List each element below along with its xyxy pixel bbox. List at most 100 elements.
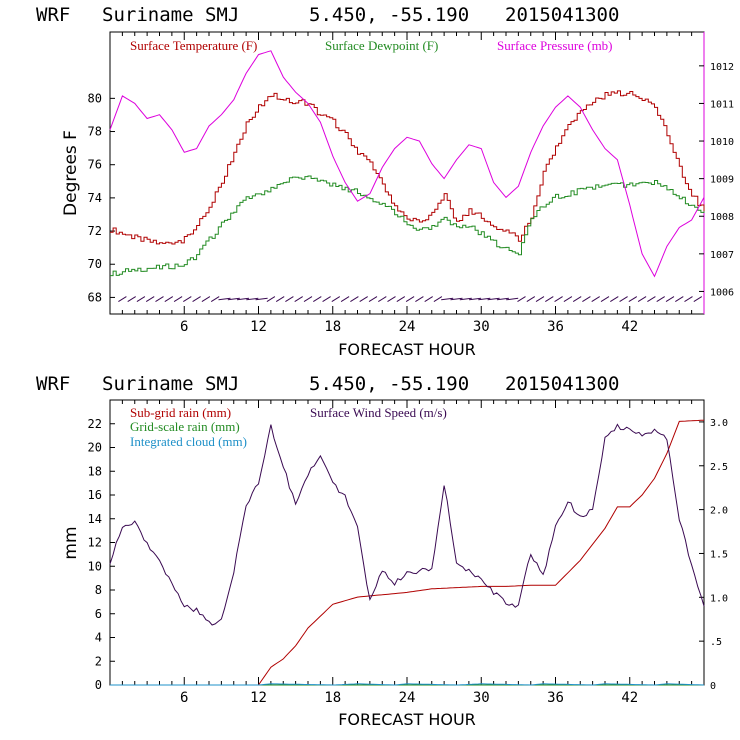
y-tick-label-0: 68 (88, 290, 102, 304)
x-tick-label-4: 30 (473, 319, 490, 335)
wind-barb-60 (675, 296, 684, 303)
y-tick-label-5: 78 (88, 125, 102, 139)
wind-barb-29 (387, 296, 396, 303)
wind-barb-30 (396, 296, 406, 303)
wind-barb-55 (628, 296, 638, 303)
p1-right-ticks: 1006 1007 1008 1009 1010 1011 1012 (699, 62, 734, 298)
wind-barb-59 (665, 296, 675, 303)
x-tick-label-0: 6 (180, 690, 188, 706)
legend-wind-speed: Surface Wind Speed (m/s) (310, 405, 447, 420)
x-tick-label-6: 42 (621, 690, 638, 706)
y2-tick-label-4: 2.0 (710, 506, 728, 517)
x-tick-label-0: 6 (180, 319, 188, 335)
wind-barb-54 (619, 296, 628, 303)
y-tick-label-10: 20 (88, 441, 102, 455)
wind-barbs (118, 296, 703, 303)
series-line-surface-pressure-mb- (109, 50, 705, 278)
p2-init: 2015041300 (505, 373, 619, 395)
legend-dewpoint: Surface Dewpoint (F) (325, 38, 438, 53)
p1-left-ticks: 68 70 72 74 76 78 80 (88, 91, 115, 304)
x-tick-label-1: 12 (250, 690, 267, 706)
wind-barb-62 (693, 296, 703, 303)
wind-barb-7 (183, 296, 192, 303)
wind-barb-47 (554, 296, 563, 303)
wind-barb-5 (164, 296, 174, 303)
legend-temperature: Surface Temperature (F) (130, 38, 257, 53)
wind-barb-52 (600, 296, 610, 303)
wind-barb-48 (563, 296, 573, 303)
wind-barb-43 (517, 296, 526, 303)
legend-gridscale-rain: Grid-scale rain (mm) (130, 419, 240, 434)
wind-barb-22 (322, 296, 331, 303)
wind-barb-3 (145, 296, 155, 303)
wind-barb-4 (155, 296, 164, 303)
wind-barb-17 (275, 296, 285, 303)
wind-barb-10 (210, 296, 220, 303)
y2-tick-label-4: 1010 (710, 137, 734, 148)
x-tick-label-3: 24 (399, 690, 416, 706)
wind-barb-8 (192, 296, 201, 303)
p2-coords: 5.450, -55.190 (309, 373, 469, 395)
y-tick-label-2: 4 (95, 631, 102, 645)
wind-barb-6 (173, 296, 183, 303)
y-tick-label-9: 18 (88, 464, 102, 478)
wind-barb-31 (405, 296, 415, 303)
y2-tick-label-3: 1.5 (710, 549, 728, 560)
y-tick-label-3: 6 (95, 607, 102, 621)
wind-barb-0 (118, 296, 127, 303)
y2-tick-label-0: 1006 (710, 287, 734, 298)
wind-barb-61 (684, 296, 693, 303)
x-tick-label-1: 12 (250, 319, 267, 335)
y-tick-label-0: 0 (95, 678, 102, 692)
y2-tick-label-2: 1008 (710, 212, 734, 223)
wind-barb-53 (610, 296, 619, 303)
wind-barb-35 (441, 297, 454, 301)
wind-barb-45 (535, 296, 545, 303)
p2-ylabel: mm (61, 526, 81, 559)
wind-barb-34 (433, 296, 443, 303)
x-tick-label-5: 36 (547, 690, 564, 706)
series-line-integrated-cloud-mm- (110, 683, 705, 686)
wind-barb-18 (285, 296, 294, 303)
p1-x-ticks: 6 12 18 24 30 36 42 (121, 32, 693, 335)
wind-barb-49 (572, 296, 582, 303)
wind-barb-40 (487, 297, 500, 301)
wind-barb-37 (459, 297, 472, 301)
p2-xlabel: FORECAST HOUR (338, 710, 476, 729)
x-tick-label-2: 18 (324, 319, 341, 335)
p1-model: WRF (36, 4, 70, 26)
wind-barb-15 (255, 297, 268, 301)
y-tick-label-6: 80 (88, 91, 102, 105)
panel-1-header: WRF Suriname SMJ 5.450, -55.190 20150413… (36, 4, 619, 26)
x-tick-label-2: 18 (324, 690, 341, 706)
wind-barb-9 (201, 296, 211, 303)
wind-barb-27 (368, 296, 378, 303)
p2-right-ticks: 0 .5 1.0 1.5 2.0 2.5 3.0 (699, 418, 728, 692)
y2-tick-label-3: 1009 (710, 175, 734, 186)
wind-barb-50 (582, 296, 591, 303)
y2-tick-label-2: 1.0 (710, 593, 728, 604)
wind-barb-24 (340, 296, 350, 303)
wind-barb-1 (127, 296, 136, 303)
wind-barb-58 (656, 296, 665, 303)
wind-barb-16 (266, 296, 276, 303)
p2-model: WRF (36, 373, 70, 395)
panel-2-header: WRF Suriname SMJ 5.450, -55.190 20150413… (36, 373, 619, 395)
p2-left-ticks: 0 2 4 6 8 10 12 14 16 18 20 22 (88, 417, 115, 692)
wind-barb-56 (637, 296, 647, 303)
wind-barb-36 (450, 297, 463, 301)
p1-series (109, 50, 705, 278)
y2-tick-label-1: 1007 (710, 250, 734, 261)
y-tick-label-8: 16 (88, 488, 102, 502)
legend-integrated-cloud: Integrated cloud (mm) (130, 434, 247, 449)
y-tick-label-11: 22 (88, 417, 102, 431)
wind-barb-32 (415, 296, 424, 303)
p1-coords: 5.450, -55.190 (309, 4, 469, 26)
y2-tick-label-5: 2.5 (710, 462, 728, 473)
y-tick-label-2: 72 (88, 224, 102, 238)
wind-barb-41 (496, 297, 509, 301)
wind-barb-2 (136, 296, 146, 303)
wind-barb-57 (647, 296, 656, 303)
p1-legend: Surface Temperature (F) Surface Dewpoint… (130, 38, 613, 53)
